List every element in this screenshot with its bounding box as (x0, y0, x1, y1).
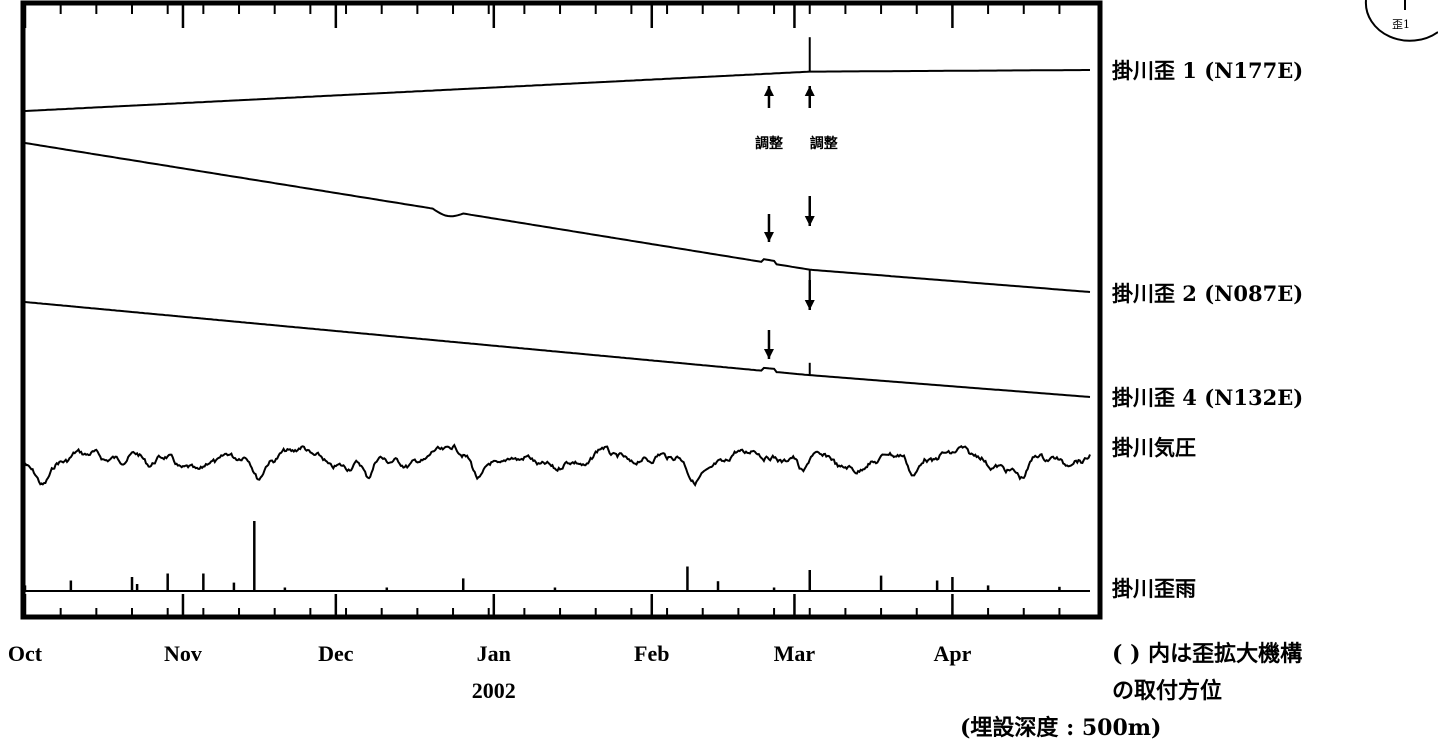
series-layer (23, 37, 1091, 592)
adjust-down-arrow-1-head (763, 232, 774, 242)
series-label: 掛川歪 1 (N177E) (1112, 58, 1303, 83)
month-label-layer: Oct Nov Dec Jan Feb Mar Apr 2002 (8, 641, 972, 703)
series-label: 掛川歪 2 (N087E) (1112, 281, 1303, 306)
note-line-3: (埋設深度 : 500m) (960, 715, 1162, 741)
adjust-down-arrow-4-head (804, 300, 815, 310)
ticks-layer (23, 3, 1061, 617)
note-line-2: の取付方位 (1112, 678, 1223, 704)
orientation-circle-arc (1364, 0, 1438, 42)
plot-frame (20, 0, 1103, 620)
adjust-label: 調整 (755, 135, 784, 152)
adjust-up-arrow-2-head (804, 86, 815, 96)
annotation-layer: 調整 調整 (755, 86, 839, 359)
pressure-line (24, 443, 1091, 487)
month-label: Oct (8, 641, 43, 666)
adjust-down-arrow-3-head (763, 349, 774, 359)
strain-line (24, 142, 1091, 293)
note-line-1: ( ) 内は歪拡大機構 (1112, 641, 1303, 667)
year-label: 2002 (472, 678, 516, 703)
month-label: Dec (318, 641, 354, 666)
month-label: Jan (477, 641, 511, 666)
series-label-layer: 掛川歪 1 (N177E) 掛川歪 2 (N087E) 掛川歪 4 (N132E) 掛… (1112, 58, 1303, 601)
strain-line (24, 301, 1091, 398)
series-label: 掛川歪雨 (1112, 576, 1196, 601)
adjust-down-arrow-2-head (804, 216, 815, 226)
series-label: 掛川気圧 (1112, 435, 1196, 460)
month-label: Feb (634, 641, 669, 666)
month-label: Mar (774, 641, 816, 666)
strain-line (24, 69, 1090, 112)
inset-label: 歪1 (1392, 18, 1410, 31)
month-label: Nov (164, 641, 202, 666)
series-label: 掛川歪 4 (N132E) (1112, 385, 1303, 410)
adjust-up-arrow-1-head (763, 86, 774, 96)
month-label: Apr (933, 641, 971, 666)
orientation-inset: 歪1 (1364, 0, 1438, 42)
adjust-label: 調整 (810, 135, 839, 152)
